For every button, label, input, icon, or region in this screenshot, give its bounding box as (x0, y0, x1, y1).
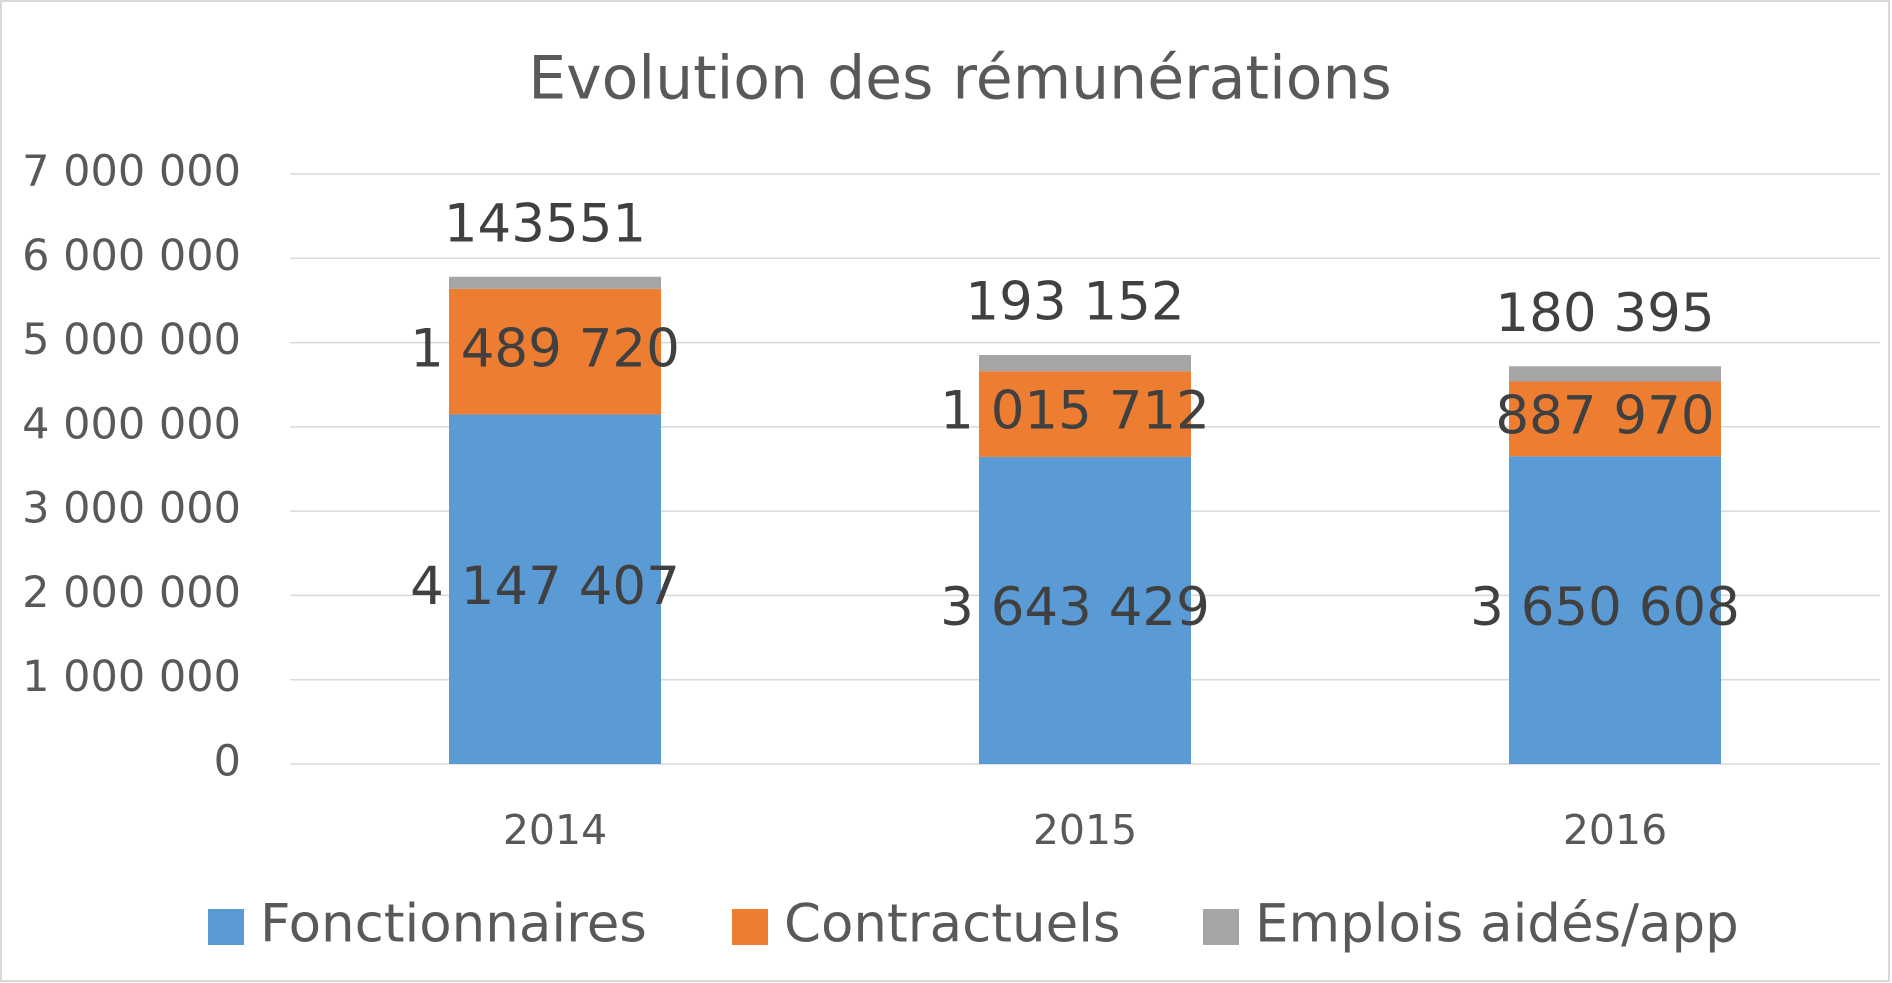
bar-segment (1509, 366, 1721, 382)
legend-label: Contractuels (784, 894, 1121, 955)
bar-segment (449, 414, 661, 764)
data-label: 180 395 (1495, 283, 1714, 344)
data-label: 193 152 (965, 272, 1184, 333)
data-label: 887 970 (1495, 386, 1714, 447)
y-tick-label: 1 000 000 (22, 652, 241, 702)
legend-label: Fonctionnaires (260, 894, 647, 955)
data-label: 3 650 608 (1470, 577, 1740, 638)
bar-segment (1509, 381, 1721, 457)
data-label: 1 489 720 (410, 318, 680, 379)
y-tick-label: 5 000 000 (22, 315, 241, 365)
legend-swatch (1203, 909, 1239, 945)
bar-segment (979, 456, 1191, 764)
bar-segment (1509, 456, 1721, 764)
legend-swatch (732, 909, 768, 945)
data-label: 1 015 712 (940, 381, 1210, 442)
y-tick-label: 0 (214, 737, 241, 787)
legend-swatch (208, 909, 244, 945)
x-tick-label: 2016 (1563, 806, 1667, 854)
data-label: 143551 (444, 193, 646, 254)
legend-label: Emplois aidés/app (1255, 894, 1739, 955)
chart-title: Evolution des rémunérations (528, 44, 1391, 114)
bar-segment (449, 276, 661, 289)
data-label: 4 147 407 (410, 556, 680, 617)
bar-segment (979, 355, 1191, 372)
y-tick-label: 7 000 000 (22, 147, 241, 197)
data-label: 3 643 429 (940, 577, 1210, 638)
y-tick-label: 6 000 000 (22, 231, 241, 281)
bar-segment (449, 288, 661, 415)
y-tick-label: 4 000 000 (22, 399, 241, 449)
y-tick-label: 3 000 000 (22, 484, 241, 534)
bar-segment (979, 371, 1191, 457)
x-tick-label: 2015 (1033, 806, 1137, 854)
x-tick-label: 2014 (503, 806, 607, 854)
y-tick-label: 2 000 000 (22, 568, 241, 618)
